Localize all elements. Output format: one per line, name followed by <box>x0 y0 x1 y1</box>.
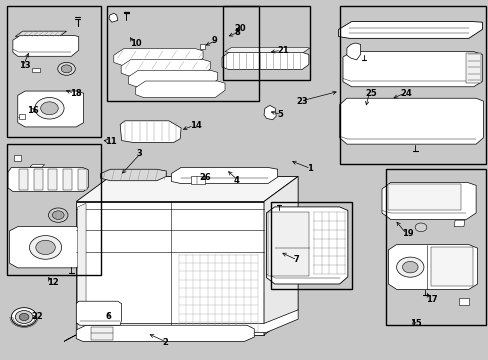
Circle shape <box>36 240 55 255</box>
Polygon shape <box>466 53 480 83</box>
Polygon shape <box>78 169 86 190</box>
Circle shape <box>48 208 68 222</box>
Polygon shape <box>76 176 298 202</box>
Text: 14: 14 <box>189 121 201 130</box>
Text: 25: 25 <box>365 89 376 98</box>
Text: 23: 23 <box>296 96 307 105</box>
Bar <box>267 212 309 276</box>
Polygon shape <box>128 70 217 87</box>
Polygon shape <box>268 217 276 224</box>
Text: 26: 26 <box>199 173 211 182</box>
Text: 16: 16 <box>27 106 39 115</box>
Text: 8: 8 <box>234 28 240 37</box>
Polygon shape <box>13 36 79 56</box>
Text: 21: 21 <box>277 46 288 55</box>
Polygon shape <box>14 155 21 161</box>
Text: 11: 11 <box>104 137 116 146</box>
Circle shape <box>11 308 37 326</box>
Polygon shape <box>78 203 86 333</box>
Polygon shape <box>120 121 181 142</box>
Polygon shape <box>338 22 482 39</box>
Text: 13: 13 <box>19 62 31 71</box>
Polygon shape <box>19 169 28 190</box>
Text: 1: 1 <box>306 164 312 173</box>
Polygon shape <box>453 220 464 226</box>
Text: 22: 22 <box>31 312 43 321</box>
Bar <box>271 202 351 289</box>
Circle shape <box>396 257 423 277</box>
Polygon shape <box>136 81 224 98</box>
Bar <box>107 6 259 101</box>
Circle shape <box>402 261 417 273</box>
Circle shape <box>58 62 75 75</box>
Text: 24: 24 <box>400 89 411 98</box>
Polygon shape <box>109 13 118 22</box>
Text: 15: 15 <box>409 319 421 328</box>
Circle shape <box>29 235 61 259</box>
Polygon shape <box>19 114 25 119</box>
Polygon shape <box>76 202 264 335</box>
Polygon shape <box>34 169 42 190</box>
Polygon shape <box>48 169 57 190</box>
Bar <box>222 6 310 80</box>
Text: 12: 12 <box>47 278 59 287</box>
Polygon shape <box>346 43 360 60</box>
Circle shape <box>41 102 58 115</box>
Polygon shape <box>76 325 254 341</box>
Polygon shape <box>171 167 277 184</box>
Text: 17: 17 <box>425 294 437 303</box>
Polygon shape <box>121 59 210 76</box>
Polygon shape <box>8 167 88 192</box>
Polygon shape <box>63 169 72 190</box>
Bar <box>6 144 101 275</box>
Text: 5: 5 <box>277 110 283 119</box>
Bar <box>190 176 205 184</box>
Polygon shape <box>387 244 477 289</box>
Polygon shape <box>101 169 166 181</box>
Polygon shape <box>430 247 472 286</box>
Circle shape <box>414 223 426 231</box>
Polygon shape <box>458 298 468 305</box>
Polygon shape <box>9 226 84 268</box>
Circle shape <box>35 98 64 119</box>
Polygon shape <box>114 49 203 65</box>
Bar <box>385 169 485 325</box>
Polygon shape <box>381 183 475 220</box>
Text: 18: 18 <box>70 89 82 98</box>
Text: 20: 20 <box>234 24 246 33</box>
Circle shape <box>19 314 29 320</box>
Text: 3: 3 <box>136 149 142 158</box>
Polygon shape <box>76 301 122 325</box>
Text: 10: 10 <box>130 39 141 48</box>
Polygon shape <box>342 51 482 87</box>
Polygon shape <box>266 207 347 284</box>
Polygon shape <box>339 98 483 144</box>
Text: 2: 2 <box>162 338 168 347</box>
Polygon shape <box>32 68 40 72</box>
Polygon shape <box>387 184 461 211</box>
Polygon shape <box>18 91 83 127</box>
Text: 9: 9 <box>211 36 217 45</box>
Polygon shape <box>222 52 308 69</box>
Circle shape <box>61 65 72 73</box>
Polygon shape <box>264 176 298 335</box>
Text: 19: 19 <box>402 229 413 238</box>
Polygon shape <box>199 44 204 49</box>
Bar <box>6 6 101 137</box>
Polygon shape <box>264 105 276 120</box>
Bar <box>339 6 485 164</box>
Polygon shape <box>15 31 66 37</box>
Text: 7: 7 <box>293 256 298 265</box>
Polygon shape <box>30 165 44 167</box>
Circle shape <box>52 211 64 220</box>
Polygon shape <box>224 47 309 53</box>
Polygon shape <box>91 327 113 339</box>
Text: 4: 4 <box>233 176 239 185</box>
Text: 6: 6 <box>105 312 111 321</box>
Polygon shape <box>64 310 298 341</box>
Circle shape <box>15 311 33 323</box>
